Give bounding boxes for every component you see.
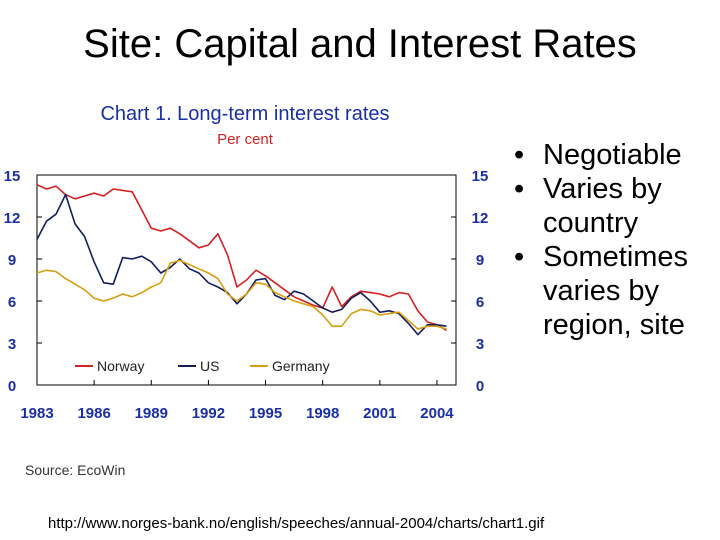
bullet-text: Sometimes varies by region, site <box>543 241 689 341</box>
x-tick-label: 2004 <box>420 405 454 422</box>
slide-title: Site: Capital and Interest Rates <box>83 22 637 66</box>
y-tick-label-right: 3 <box>476 336 484 353</box>
bullet-text: Negotiable <box>543 139 682 171</box>
x-tick-label: 1998 <box>306 405 339 422</box>
legend-label-us: US <box>200 358 219 374</box>
chart-title: Chart 1. Long-term interest rates <box>100 103 389 125</box>
y-tick-label-right: 6 <box>476 294 484 311</box>
series-line-germany <box>36 259 447 330</box>
plot-frame <box>36 174 457 386</box>
x-tick-label: 2001 <box>363 405 396 422</box>
x-tick-label: 1989 <box>135 405 168 422</box>
y-tick-label-left: 0 <box>8 378 16 395</box>
source-url: http://www.norges-bank.no/english/speech… <box>48 515 545 532</box>
x-tick-label: 1986 <box>77 405 110 422</box>
chart-subtitle: Per cent <box>217 131 274 148</box>
legend-label-norway: Norway <box>97 358 144 374</box>
x-tick-label: 1983 <box>20 405 53 422</box>
y-tick-label-left: 6 <box>8 294 16 311</box>
y-tick-label-left: 12 <box>4 210 21 227</box>
y-tick-label-left: 3 <box>8 336 16 353</box>
bullet-item: • Sometimes varies by region, site <box>514 241 689 341</box>
chart-source: Source: EcoWin <box>25 462 125 478</box>
y-tick-label-right: 15 <box>472 168 489 185</box>
bullet-list: • Negotiable • Varies by country • Sometime… <box>510 138 715 342</box>
y-tick-label-left: 9 <box>8 252 16 269</box>
legend-label-germany: Germany <box>272 358 330 374</box>
x-tick-label: 1992 <box>192 405 225 422</box>
bullet-text: Varies by country <box>543 173 662 239</box>
y-tick-label-left: 15 <box>4 168 21 185</box>
interest-rate-chart: Chart 1. Long-term interest rates Per ce… <box>4 103 489 478</box>
series-line-us <box>36 193 447 336</box>
y-tick-label-right: 12 <box>472 210 489 227</box>
y-tick-label-right: 0 <box>476 378 484 395</box>
series-line-norway <box>36 184 447 332</box>
x-tick-label: 1995 <box>249 405 282 422</box>
bullet-item: • Negotiable <box>514 139 682 171</box>
y-tick-label-right: 9 <box>476 252 484 269</box>
bullet-item: • Varies by country <box>514 173 662 239</box>
